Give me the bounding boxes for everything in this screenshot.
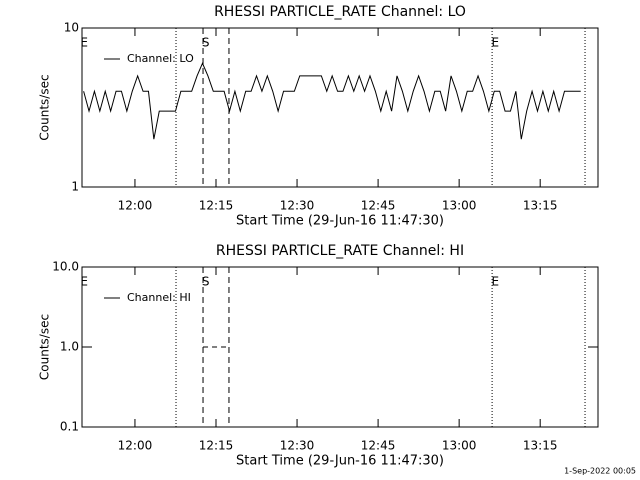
- plot-frame: [81, 27, 599, 188]
- marker-label: S: [202, 36, 210, 50]
- x-tick-label: 12:15: [199, 199, 234, 213]
- x-tick-label: 12:00: [118, 199, 153, 213]
- marker-label: E: [80, 36, 88, 50]
- x-axis-label: Start Time (29-Jun-16 11:47:30): [236, 454, 444, 469]
- y-tick-label: 1.0: [60, 340, 79, 354]
- data-line: [83, 62, 581, 140]
- marker-label: E: [492, 36, 500, 50]
- y-axis-label: Counts/sec: [38, 74, 52, 140]
- y-tick-label: 10: [64, 21, 79, 35]
- chart-title: RHESSI PARTICLE_RATE Channel: HI: [216, 243, 464, 259]
- y-tick-label: 10.0: [52, 260, 79, 274]
- x-tick-label: 12:30: [280, 199, 315, 213]
- marker-label: E: [80, 275, 88, 289]
- legend-label: Channel: HI: [127, 291, 191, 304]
- marker-label: E: [492, 275, 500, 289]
- x-tick-label: 12:45: [361, 439, 396, 453]
- y-axis-label: Counts/sec: [38, 314, 52, 380]
- y-tick-label: 0.1: [60, 420, 79, 434]
- chart-title: RHESSI PARTICLE_RATE Channel: LO: [214, 4, 466, 20]
- footer: 1-Sep-2022 00:05: [564, 467, 636, 476]
- x-tick-label: 12:15: [199, 439, 234, 453]
- marker-label: S: [202, 275, 210, 289]
- x-tick-label: 13:15: [523, 439, 558, 453]
- y-tick-label: 1: [71, 180, 79, 194]
- x-tick-label: 13:00: [442, 439, 477, 453]
- x-axis-label: Start Time (29-Jun-16 11:47:30): [236, 214, 444, 229]
- x-tick-label: 12:30: [280, 439, 315, 453]
- x-tick-label: 13:00: [442, 199, 477, 213]
- x-tick-label: 13:15: [523, 199, 558, 213]
- x-tick-label: 12:00: [118, 439, 153, 453]
- legend-label: Channel: LO: [127, 52, 194, 65]
- x-tick-label: 12:45: [361, 199, 396, 213]
